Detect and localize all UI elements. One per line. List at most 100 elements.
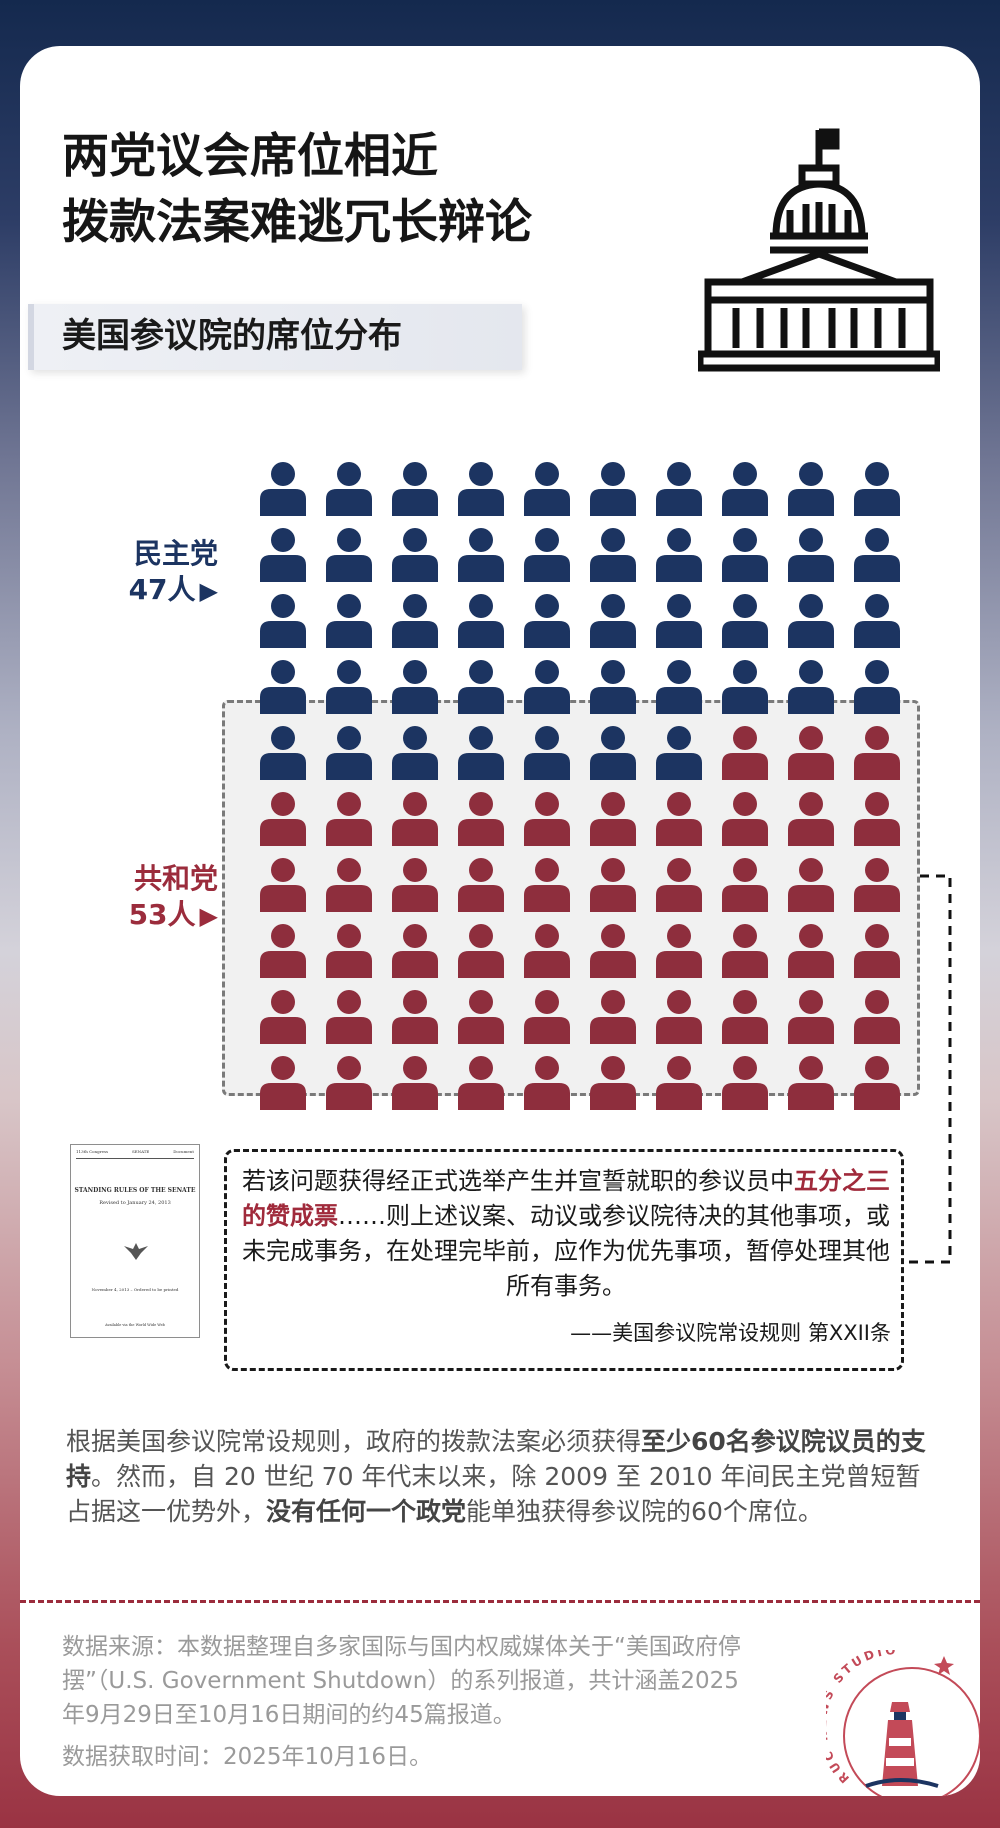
democrat-seat-icon	[524, 726, 570, 780]
page-title: 两党议会席位相近 拨款法案难逃冗长辩论	[62, 129, 532, 250]
republican-seat-icon	[854, 990, 900, 1044]
republican-seat-icon	[722, 1056, 768, 1110]
republican-seat-icon	[788, 792, 834, 846]
doc-chamber: SENATE	[131, 1149, 150, 1154]
democrat-seat-icon	[260, 462, 306, 516]
democrats-label: 民主党 47人 ▶	[60, 536, 218, 609]
republican-seat-icon	[788, 924, 834, 978]
republican-seat-icon	[458, 924, 504, 978]
republican-seat-icon	[788, 990, 834, 1044]
republican-seat-icon	[854, 924, 900, 978]
democrat-seat-icon	[458, 660, 504, 714]
republican-seat-icon	[260, 990, 306, 1044]
republican-seat-icon	[260, 792, 306, 846]
democrat-seat-icon	[788, 594, 834, 648]
republican-seat-icon	[524, 1056, 570, 1110]
democrat-seat-icon	[524, 528, 570, 582]
data-source-text: 数据来源：本数据整理自多家国际与国内权威媒体关于“美国政府停摆”（U.S. Go…	[62, 1634, 741, 1728]
democrat-seat-icon	[524, 594, 570, 648]
data-fetch-time: 数据获取时间：2025年10月16日。	[62, 1744, 433, 1770]
democrat-seat-icon	[722, 660, 768, 714]
republican-seat-icon	[656, 858, 702, 912]
republican-seat-icon	[788, 1056, 834, 1110]
democrat-seat-icon	[656, 528, 702, 582]
democrat-seat-icon	[458, 726, 504, 780]
republican-seat-icon	[260, 1056, 306, 1110]
republican-seat-icon	[590, 990, 636, 1044]
republican-seat-icon	[392, 924, 438, 978]
democrat-seat-icon	[590, 462, 636, 516]
republican-seat-icon	[524, 858, 570, 912]
democrat-seat-icon	[788, 660, 834, 714]
democrat-seat-icon	[260, 726, 306, 780]
quote-highlight: 五分之三的赞成票	[242, 1167, 890, 1230]
republican-seat-icon	[656, 792, 702, 846]
republican-seat-icon	[326, 858, 372, 912]
republican-seat-icon	[788, 858, 834, 912]
republican-seat-icon	[854, 726, 900, 780]
republican-seat-icon	[590, 1056, 636, 1110]
democrat-seat-icon	[392, 462, 438, 516]
democrat-seat-icon	[722, 462, 768, 516]
eagle-seal-icon	[124, 1243, 148, 1260]
body-bold-2: 没有任何一个政党	[266, 1497, 467, 1526]
democrat-seat-icon	[590, 594, 636, 648]
capitol-building-icon	[698, 128, 940, 372]
republican-seat-icon	[656, 924, 702, 978]
republican-seat-icon	[458, 792, 504, 846]
republican-seat-icon	[854, 1056, 900, 1110]
democrat-seat-icon	[788, 528, 834, 582]
democrats-arrow-icon: ▶	[199, 577, 218, 605]
rule-quote-text: 若该问题获得经正式选举产生并宣誓就职的参议员中五分之三的赞成票……则上述议案、动…	[242, 1167, 890, 1300]
republican-seat-icon	[458, 990, 504, 1044]
democrat-seat-icon	[392, 726, 438, 780]
republican-seat-icon	[722, 924, 768, 978]
democrat-seat-icon	[260, 594, 306, 648]
republican-seat-icon	[260, 858, 306, 912]
source-note: 数据来源：本数据整理自多家国际与国内权威媒体关于“美国政府停摆”（U.S. Go…	[62, 1630, 752, 1774]
republican-seat-icon	[590, 858, 636, 912]
democrat-seat-icon	[722, 528, 768, 582]
republicans-party-name: 共和党	[133, 862, 218, 895]
democrat-seat-icon	[326, 462, 372, 516]
section-heading: 美国参议院的席位分布	[62, 316, 402, 356]
republicans-count: 53人	[128, 898, 196, 931]
rule-quote-box: 若该问题获得经正式选举产生并宣誓就职的参议员中五分之三的赞成票……则上述议案、动…	[224, 1149, 904, 1371]
democrat-seat-icon	[260, 660, 306, 714]
democrat-seat-icon	[656, 462, 702, 516]
republican-seat-icon	[656, 1056, 702, 1110]
republican-seat-icon	[722, 726, 768, 780]
democrat-seat-icon	[590, 726, 636, 780]
democrat-seat-icon	[854, 660, 900, 714]
democrat-seat-icon	[854, 528, 900, 582]
democrat-seat-icon	[854, 594, 900, 648]
democrat-seat-icon	[392, 660, 438, 714]
body-bold-1: 至少60名参议院议员的支持	[66, 1427, 926, 1491]
republican-seat-icon	[524, 990, 570, 1044]
democrat-seat-icon	[722, 594, 768, 648]
doc-number: Document	[173, 1149, 194, 1154]
democrat-seat-icon	[326, 726, 372, 780]
democrat-seat-icon	[656, 594, 702, 648]
republican-seat-icon	[854, 792, 900, 846]
republicans-label: 共和党 53人 ▶	[60, 861, 218, 934]
republican-seat-icon	[722, 858, 768, 912]
republican-seat-icon	[854, 858, 900, 912]
democrat-seat-icon	[854, 462, 900, 516]
republican-seat-icon	[722, 792, 768, 846]
section-divider	[20, 1600, 980, 1603]
doc-congress: 113th Congress	[76, 1149, 109, 1154]
republican-seat-icon	[656, 990, 702, 1044]
doc-revised: Revised to January 24, 2013	[99, 1200, 171, 1206]
republican-seat-icon	[590, 792, 636, 846]
democrat-seat-icon	[392, 528, 438, 582]
republican-seat-icon	[260, 924, 306, 978]
democrat-seat-icon	[656, 660, 702, 714]
doc-available: Available via the World Wide Web	[105, 1323, 165, 1327]
infographic-card: 两党议会席位相近 拨款法案难逃冗长辩论	[20, 46, 980, 1796]
republicans-arrow-icon: ▶	[199, 902, 218, 930]
democrat-seat-icon	[524, 660, 570, 714]
senate-seat-grid	[260, 462, 900, 1110]
section-heading-bar: 美国参议院的席位分布	[28, 304, 522, 370]
democrat-seat-icon	[458, 594, 504, 648]
